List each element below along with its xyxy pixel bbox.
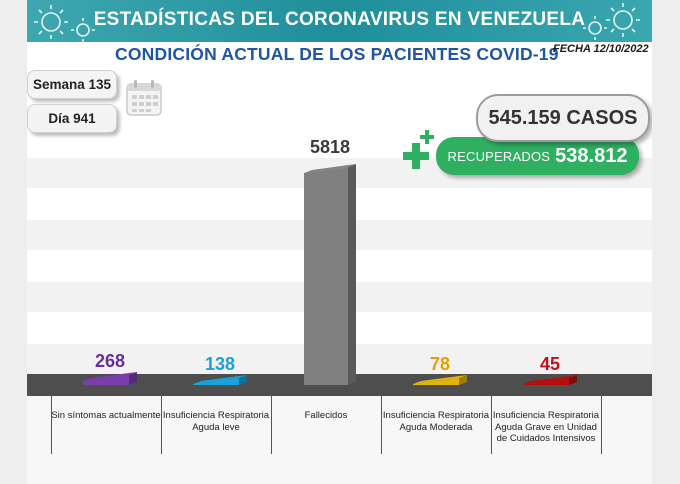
data-label: 45 bbox=[540, 354, 560, 374]
bar-front bbox=[413, 378, 459, 385]
category-divider bbox=[601, 396, 602, 454]
category-divider bbox=[491, 396, 492, 454]
day-badge: Día 941 bbox=[27, 104, 117, 133]
report-date: FECHA 12/10/2022 bbox=[553, 43, 649, 55]
category-divider bbox=[381, 396, 382, 454]
cases-total: 545.159 CASOS bbox=[488, 106, 638, 129]
bar bbox=[523, 375, 577, 385]
bar bbox=[413, 375, 467, 385]
bar-front bbox=[523, 378, 569, 385]
virus-icon bbox=[583, 3, 640, 40]
bar-top bbox=[304, 164, 356, 173]
header-banner: ESTADÍSTICAS DEL CORONAVIRUS EN VENEZUEL… bbox=[27, 0, 652, 42]
bar-top bbox=[413, 375, 467, 384]
cases-badge: 545.159 CASOS bbox=[476, 94, 650, 142]
category-label: Insuficiencia Respiratoria Aguda Grave e… bbox=[492, 410, 600, 444]
category-label: Fallecidos bbox=[304, 410, 348, 421]
bar-front bbox=[304, 167, 348, 385]
day-label: Día 941 bbox=[48, 111, 96, 126]
bar bbox=[304, 164, 356, 385]
recovered-value: 538.812 bbox=[555, 144, 628, 167]
bar bbox=[193, 375, 247, 385]
bar-side bbox=[129, 371, 137, 385]
bar-front bbox=[83, 374, 129, 385]
category-divider bbox=[271, 396, 272, 454]
header-title: ESTADÍSTICAS DEL CORONAVIRUS EN VENEZUEL… bbox=[93, 9, 586, 30]
plus-icon bbox=[420, 130, 434, 144]
bar-top bbox=[523, 375, 577, 384]
data-label: 5818 bbox=[310, 137, 350, 157]
page-subtitle: CONDICIÓN ACTUAL DE LOS PACIENTES COVID-… bbox=[115, 44, 559, 64]
bar bbox=[83, 371, 137, 385]
bar-side bbox=[348, 164, 356, 385]
bar-side bbox=[459, 375, 467, 385]
infographic-card: ESTADÍSTICAS DEL CORONAVIRUS EN VENEZUEL… bbox=[27, 0, 652, 484]
recovered-badge: RECUPERADOS 538.812 bbox=[436, 137, 639, 175]
category-divider bbox=[51, 396, 52, 454]
category-label: Insuficiencia Respiratoria Aguda leve bbox=[162, 410, 270, 433]
data-label: 268 bbox=[95, 351, 125, 371]
bar-top bbox=[83, 371, 137, 381]
bar-side bbox=[569, 375, 577, 385]
recovered-label: RECUPERADOS bbox=[447, 148, 551, 164]
bar-chart: 268 138 5818 78 45 bbox=[83, 137, 577, 385]
plus-icon bbox=[403, 143, 429, 169]
bar-front bbox=[193, 378, 239, 385]
week-label: Semana 135 bbox=[32, 77, 112, 92]
calendar-icon bbox=[126, 80, 162, 116]
bar-top bbox=[193, 375, 247, 384]
category-label: Insuficiencia Respiratoria Aguda Moderad… bbox=[382, 410, 490, 433]
category-panel bbox=[27, 396, 652, 484]
category-label: Sin síntomas actualmente bbox=[51, 410, 161, 421]
data-label: 138 bbox=[205, 354, 235, 374]
week-badge: Semana 135 bbox=[27, 70, 117, 99]
category-divider bbox=[161, 396, 162, 454]
data-label: 78 bbox=[430, 354, 450, 374]
virus-icon bbox=[34, 5, 95, 42]
bar-side bbox=[239, 375, 247, 385]
